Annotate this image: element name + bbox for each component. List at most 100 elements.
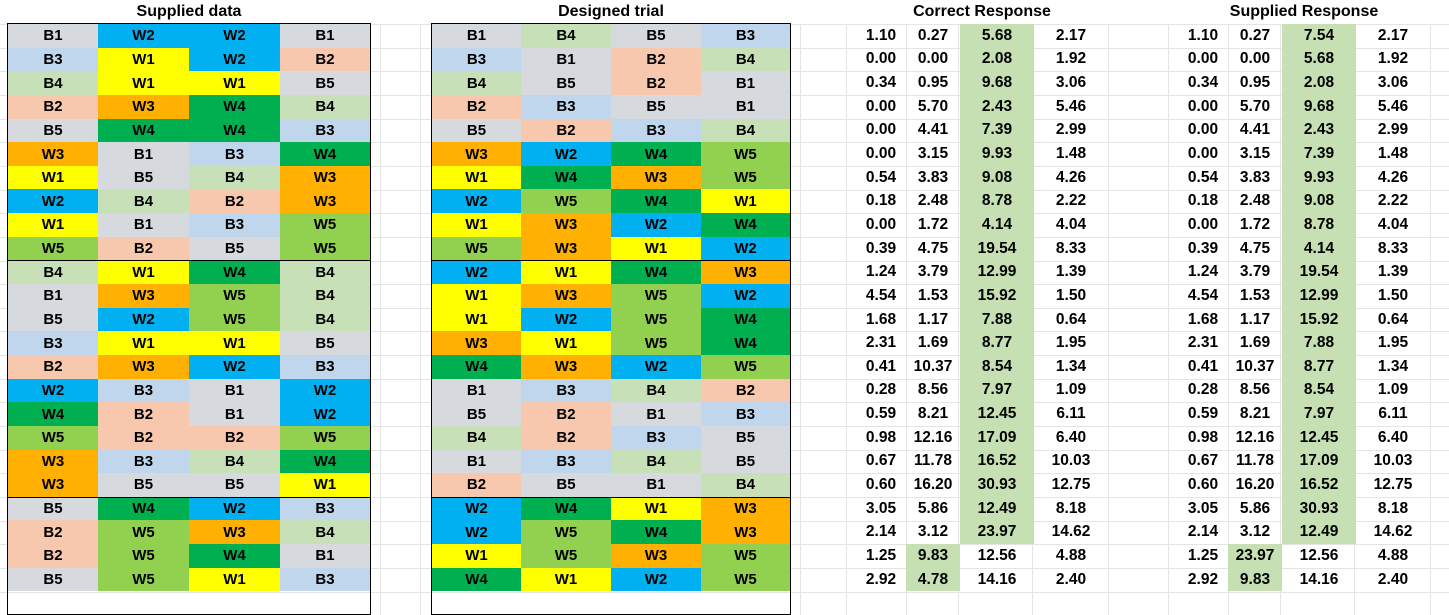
- designed-trial-cell[interactable]: W4: [521, 496, 611, 521]
- supplied-data-cell[interactable]: W3: [8, 142, 98, 166]
- supplied-data-cell[interactable]: W5: [98, 520, 189, 545]
- correct-response-cell[interactable]: 1.92: [1055, 50, 1087, 68]
- supplied-data-cell[interactable]: W5: [8, 236, 98, 261]
- header-supplied-response[interactable]: Supplied Response: [1229, 3, 1379, 20]
- correct-response-cell[interactable]: 0.67: [865, 452, 897, 470]
- supplied-data-cell[interactable]: B5: [98, 165, 189, 190]
- designed-trial-cell[interactable]: W2: [611, 567, 701, 592]
- designed-trial-cell[interactable]: B4: [611, 449, 701, 474]
- supplied-data-cell[interactable]: B5: [8, 567, 98, 592]
- designed-trial-cell[interactable]: B5: [432, 118, 521, 143]
- supplied-data-cell[interactable]: W1: [189, 331, 280, 355]
- correct-response-cell[interactable]: 17.09: [960, 425, 1034, 450]
- designed-trial-cell[interactable]: W3: [701, 520, 790, 545]
- supplied-data-cell[interactable]: B1: [280, 24, 370, 48]
- correct-response-cell[interactable]: 2.31: [865, 334, 897, 352]
- supplied-data-cell[interactable]: W5: [280, 213, 370, 237]
- correct-response-cell[interactable]: 1.95: [1055, 334, 1087, 352]
- supplied-data-cell[interactable]: W2: [189, 496, 280, 521]
- designed-trial-cell[interactable]: B3: [701, 24, 790, 48]
- supplied-response-cell[interactable]: 1.10: [1187, 26, 1219, 44]
- supplied-response-cell[interactable]: 1.17: [1239, 310, 1271, 328]
- designed-trial-cell[interactable]: B4: [701, 47, 790, 72]
- supplied-response-cell[interactable]: 1.39: [1377, 263, 1409, 281]
- supplied-response-cell[interactable]: 2.08: [1282, 71, 1356, 95]
- correct-response-cell[interactable]: 2.43: [960, 94, 1034, 119]
- designed-trial-cell[interactable]: B1: [701, 94, 790, 119]
- supplied-data-cell[interactable]: W1: [189, 567, 280, 592]
- correct-response-cell[interactable]: 2.92: [865, 570, 897, 588]
- designed-trial-cell[interactable]: W2: [521, 142, 611, 166]
- supplied-response-cell[interactable]: 16.52: [1282, 473, 1356, 497]
- supplied-data-cell[interactable]: B5: [189, 236, 280, 261]
- supplied-response-cell[interactable]: 0.64: [1377, 310, 1409, 328]
- supplied-data-cell[interactable]: B4: [8, 260, 98, 285]
- designed-trial-cell[interactable]: W2: [701, 236, 790, 261]
- supplied-response-cell[interactable]: 0.59: [1187, 405, 1219, 423]
- supplied-response-cell[interactable]: 1.34: [1377, 357, 1409, 375]
- supplied-data-cell[interactable]: B3: [189, 213, 280, 237]
- designed-trial-cell[interactable]: B5: [611, 24, 701, 48]
- designed-trial-cell[interactable]: W2: [432, 496, 521, 521]
- correct-response-cell[interactable]: 1.69: [917, 334, 949, 352]
- supplied-response-cell[interactable]: 14.16: [1299, 570, 1339, 588]
- supplied-response-cell[interactable]: 4.75: [1239, 239, 1271, 257]
- supplied-data-cell[interactable]: W2: [98, 24, 189, 48]
- supplied-response-cell[interactable]: 10.03: [1373, 452, 1413, 470]
- supplied-response-cell[interactable]: 15.92: [1282, 307, 1356, 332]
- supplied-data-cell[interactable]: W1: [98, 260, 189, 285]
- supplied-response-cell[interactable]: 9.83: [1228, 567, 1282, 592]
- supplied-response-cell[interactable]: 12.45: [1282, 425, 1356, 450]
- designed-trial-cell[interactable]: W1: [521, 567, 611, 592]
- supplied-response-cell[interactable]: 3.79: [1239, 263, 1271, 281]
- supplied-response-cell[interactable]: 0.95: [1239, 74, 1271, 92]
- correct-response-cell[interactable]: 14.62: [1051, 523, 1091, 541]
- supplied-response-cell[interactable]: 7.39: [1282, 142, 1356, 166]
- supplied-response-cell[interactable]: 16.20: [1235, 475, 1275, 493]
- supplied-response-cell[interactable]: 12.75: [1373, 475, 1413, 493]
- supplied-response-cell[interactable]: 8.33: [1377, 239, 1409, 257]
- correct-response-cell[interactable]: 2.99: [1055, 121, 1087, 139]
- designed-trial-cell[interactable]: W5: [432, 236, 521, 261]
- correct-response-cell[interactable]: 0.95: [917, 74, 949, 92]
- supplied-response-cell[interactable]: 0.27: [1239, 26, 1271, 44]
- supplied-response-cell[interactable]: 10.37: [1235, 357, 1275, 375]
- supplied-response-cell[interactable]: 0.98: [1187, 428, 1219, 446]
- designed-trial-cell[interactable]: W1: [611, 236, 701, 261]
- supplied-response-cell[interactable]: 9.68: [1282, 94, 1356, 119]
- supplied-data-cell[interactable]: W4: [280, 142, 370, 166]
- correct-response-cell[interactable]: 0.00: [865, 97, 897, 115]
- supplied-data-cell[interactable]: W4: [98, 118, 189, 143]
- correct-response-cell[interactable]: 5.68: [960, 24, 1034, 48]
- correct-response-cell[interactable]: 1.25: [865, 546, 897, 564]
- supplied-data-cell[interactable]: B4: [280, 307, 370, 332]
- designed-trial-cell[interactable]: W4: [611, 189, 701, 214]
- supplied-data-cell[interactable]: B5: [8, 307, 98, 332]
- supplied-data-cell[interactable]: W3: [280, 189, 370, 214]
- header-supplied-data[interactable]: Supplied data: [136, 3, 242, 20]
- supplied-data-cell[interactable]: B2: [8, 354, 98, 379]
- supplied-data-cell[interactable]: W4: [189, 94, 280, 119]
- supplied-response-cell[interactable]: 0.18: [1187, 192, 1219, 210]
- correct-response-cell[interactable]: 0.64: [1055, 310, 1087, 328]
- designed-trial-cell[interactable]: B2: [611, 71, 701, 95]
- correct-response-cell[interactable]: 2.40: [1055, 570, 1087, 588]
- supplied-response-cell[interactable]: 5.68: [1282, 47, 1356, 72]
- correct-response-cell[interactable]: 4.75: [917, 239, 949, 257]
- supplied-response-cell[interactable]: 1.09: [1377, 381, 1409, 399]
- correct-response-cell[interactable]: 5.46: [1055, 97, 1087, 115]
- supplied-data-cell[interactable]: W3: [8, 449, 98, 474]
- designed-trial-cell[interactable]: B1: [701, 71, 790, 95]
- supplied-response-cell[interactable]: 2.48: [1239, 192, 1271, 210]
- supplied-response-cell[interactable]: 4.41: [1239, 121, 1271, 139]
- correct-response-cell[interactable]: 2.48: [917, 192, 949, 210]
- supplied-data-cell[interactable]: B4: [8, 71, 98, 95]
- supplied-data-cell[interactable]: B4: [280, 284, 370, 308]
- correct-response-cell[interactable]: 0.39: [865, 239, 897, 257]
- supplied-data-cell[interactable]: B5: [8, 496, 98, 521]
- correct-response-cell[interactable]: 12.16: [913, 428, 953, 446]
- supplied-response-cell[interactable]: 12.99: [1282, 284, 1356, 308]
- supplied-data-cell[interactable]: W3: [98, 94, 189, 119]
- correct-response-cell[interactable]: 6.40: [1055, 428, 1087, 446]
- supplied-data-cell[interactable]: B1: [280, 544, 370, 568]
